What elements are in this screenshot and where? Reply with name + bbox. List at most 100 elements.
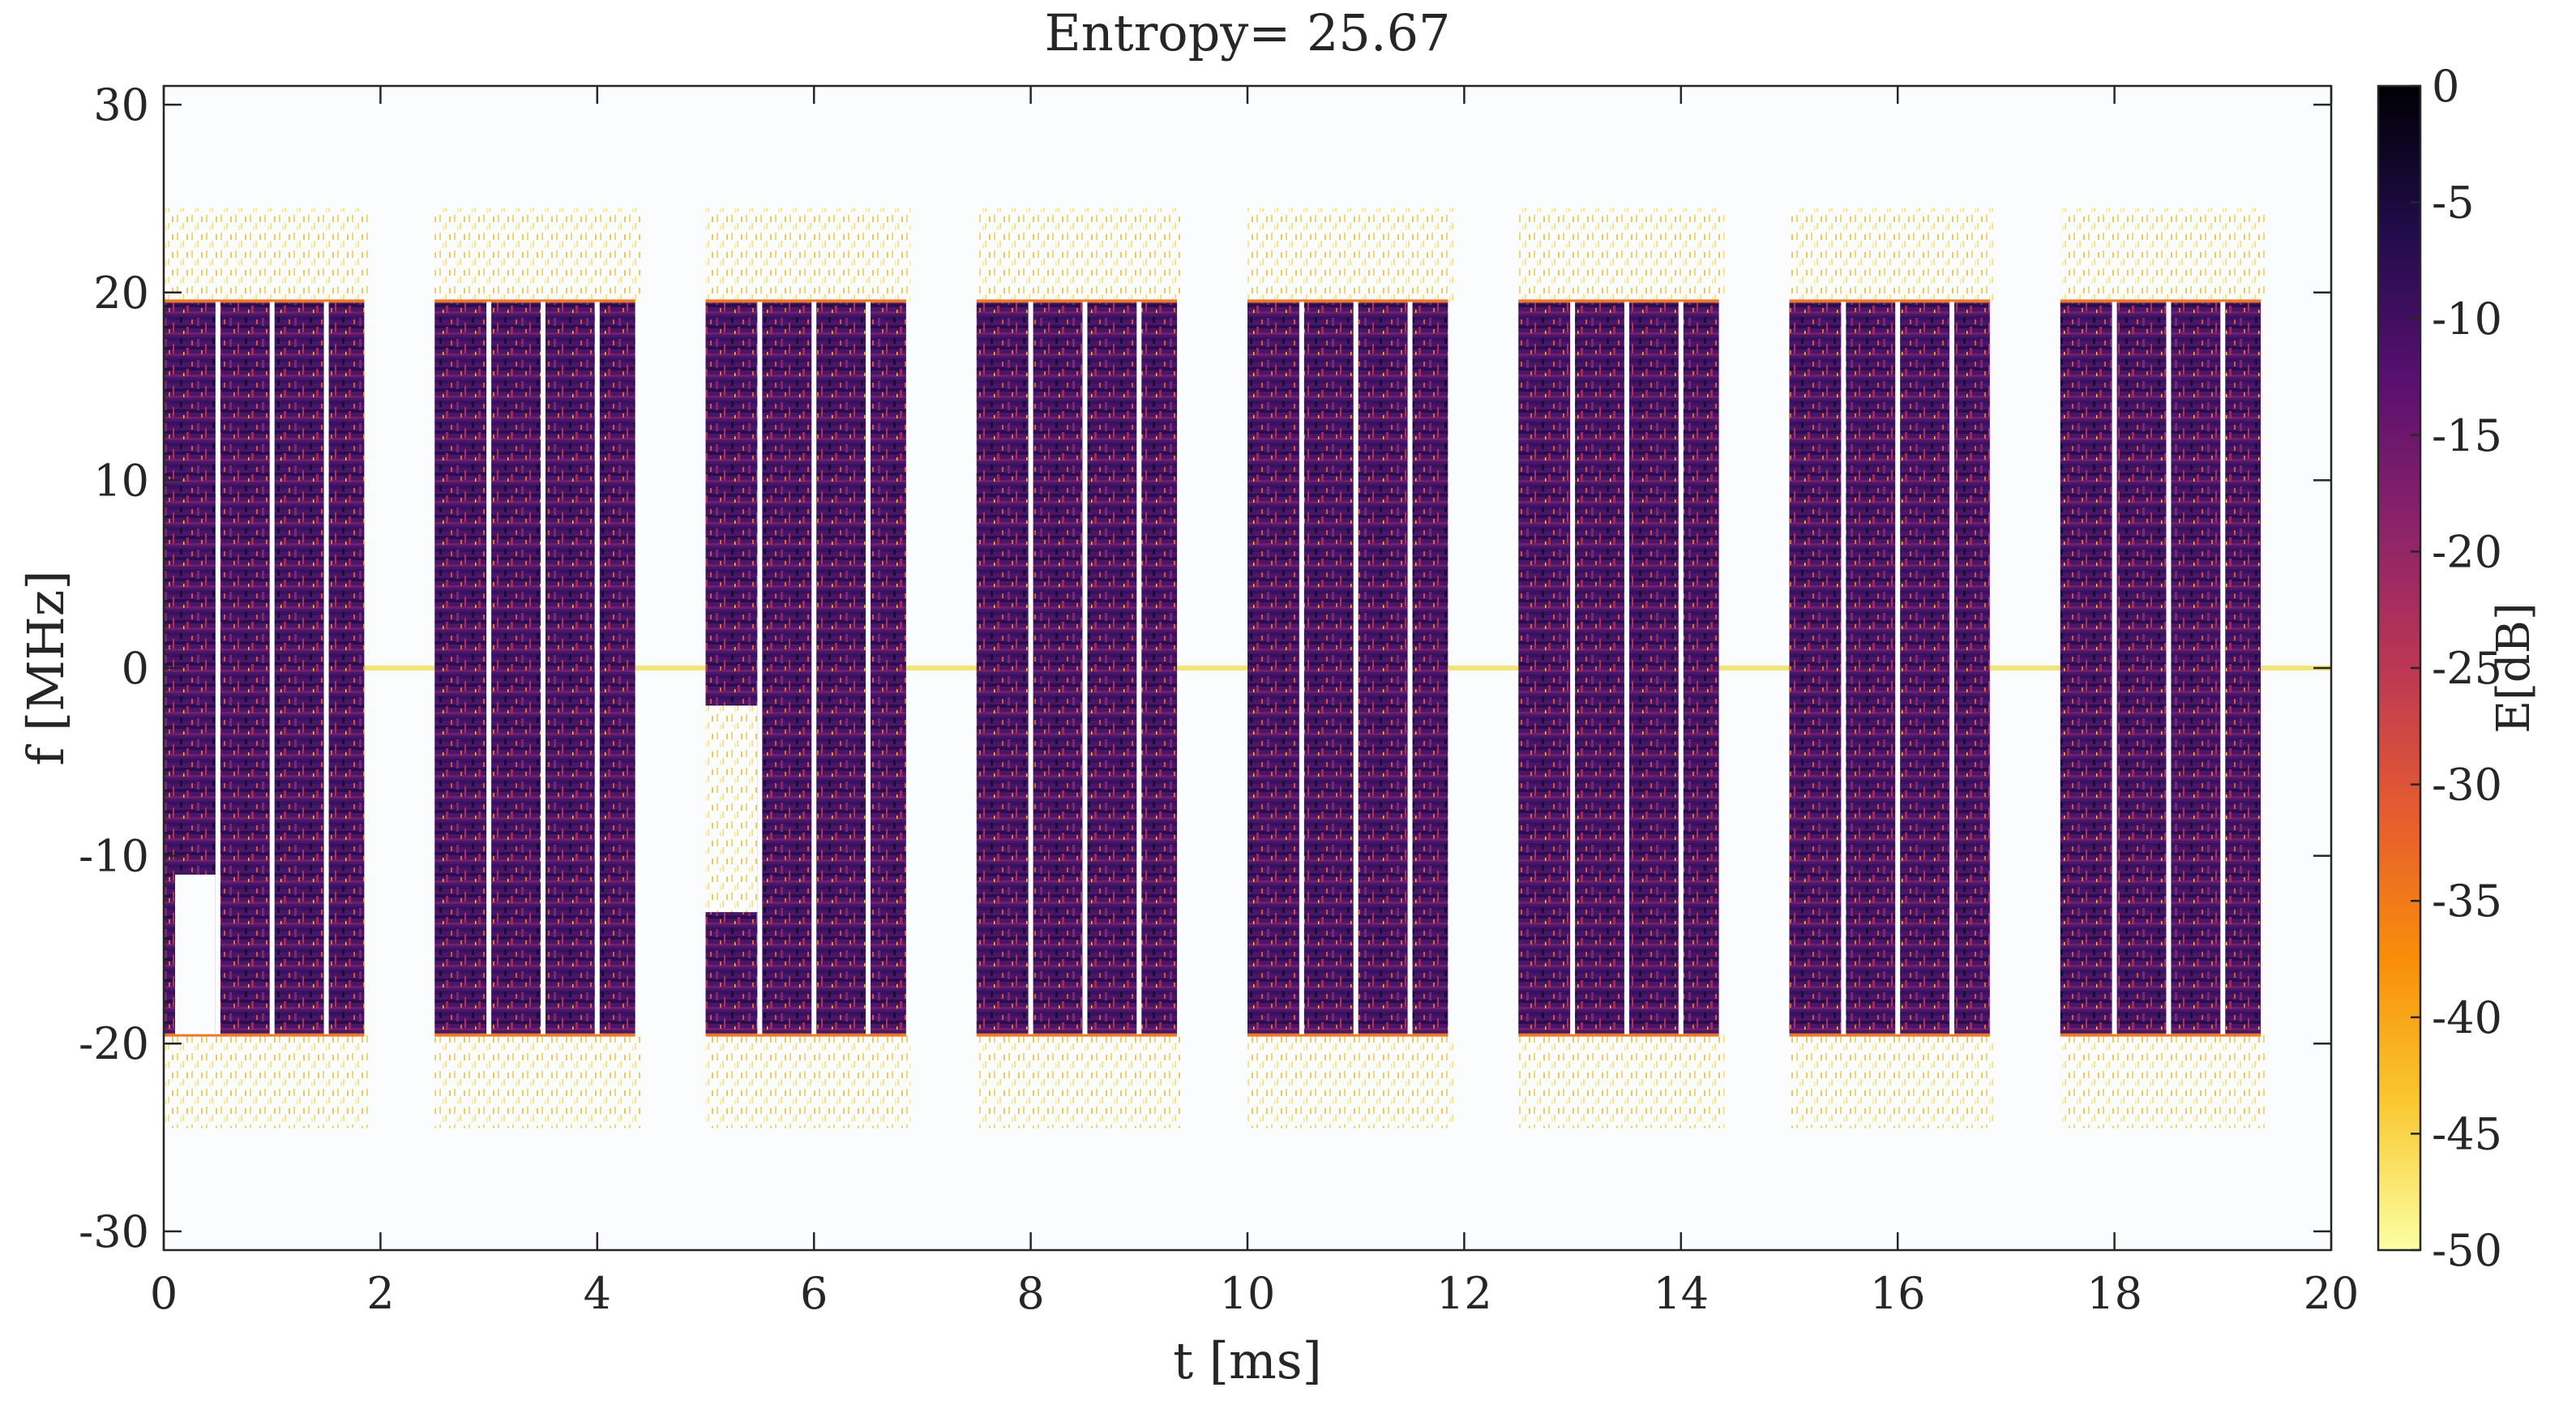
burst-gap bbox=[1136, 302, 1142, 1034]
burst-gap bbox=[323, 302, 329, 1034]
burst-edge-upper bbox=[164, 299, 365, 303]
y-tick-label: -10 bbox=[79, 831, 149, 882]
burst-sideband-upper bbox=[2060, 208, 2266, 302]
burst-gap bbox=[1407, 302, 1413, 1034]
burst-edge-upper bbox=[434, 299, 635, 303]
burst-edge-lower bbox=[2060, 1033, 2261, 1037]
x-axis: 0 2 4 6 8 10 12 14 16 18 20 bbox=[150, 86, 2359, 1319]
burst-gap bbox=[2166, 302, 2172, 1034]
burst-gap bbox=[1570, 302, 1576, 1034]
y-axis: -30 -20 -10 0 10 20 30 bbox=[79, 79, 2331, 1257]
x-tick-label: 16 bbox=[1870, 1268, 1926, 1319]
burst-8 bbox=[2060, 208, 2266, 1128]
colorbar-tick-label: -25 bbox=[2432, 643, 2502, 694]
burst-sideband-upper bbox=[164, 208, 370, 302]
burst-core bbox=[1518, 302, 1719, 1034]
burst-edge-lower bbox=[164, 1033, 365, 1037]
burst-sideband-lower bbox=[1789, 1034, 1996, 1128]
colorbar-axis: 0 -5 -10 -15 -20 -25 -30 -35 -40 -45 -50 bbox=[2411, 61, 2502, 1276]
burst-7 bbox=[1789, 208, 1996, 1128]
burst-edge-upper bbox=[1518, 299, 1719, 303]
burst-edge-upper bbox=[705, 299, 906, 303]
x-tick-label: 14 bbox=[1653, 1268, 1709, 1319]
burst-gap bbox=[757, 302, 763, 1034]
burst-sideband-lower bbox=[705, 1034, 912, 1128]
burst-gap bbox=[215, 302, 220, 1034]
burst-4 bbox=[976, 208, 1183, 1128]
burst-gap bbox=[594, 302, 600, 1034]
burst-core bbox=[705, 302, 906, 1034]
burst-gap bbox=[1949, 302, 1955, 1034]
x-tick-label: 4 bbox=[584, 1268, 611, 1319]
x-tick-label: 12 bbox=[1436, 1268, 1492, 1319]
burst-gap bbox=[1895, 302, 1901, 1034]
y-tick-label: 20 bbox=[93, 268, 149, 319]
burst-edge-lower bbox=[1247, 1033, 1448, 1037]
burst-sideband-upper bbox=[1789, 208, 1996, 302]
burst-gap bbox=[2112, 302, 2117, 1034]
burst-edge-lower bbox=[434, 1033, 635, 1037]
colorbar-tick-label: -5 bbox=[2432, 178, 2475, 229]
burst-edge-lower bbox=[705, 1033, 906, 1037]
burst-gap bbox=[1028, 302, 1033, 1034]
burst-gap bbox=[1678, 302, 1684, 1034]
burst-core bbox=[434, 302, 635, 1034]
y-tick-label: 0 bbox=[122, 643, 149, 694]
burst-gap bbox=[1624, 302, 1629, 1034]
burst-gap bbox=[1299, 302, 1304, 1034]
burst-sideband-lower bbox=[976, 1034, 1183, 1128]
burst-edge-upper bbox=[1789, 299, 1990, 303]
burst-notch bbox=[705, 705, 758, 913]
colorbar-tick-label: -30 bbox=[2432, 760, 2502, 811]
burst-1 bbox=[164, 208, 370, 1128]
x-axis-label: t [ms] bbox=[1173, 1331, 1322, 1390]
chart-title: Entropy= 25.67 bbox=[1045, 3, 1451, 62]
burst-core bbox=[1789, 302, 1990, 1034]
burst-edge-lower bbox=[1518, 1033, 1719, 1037]
burst-sideband-lower bbox=[1247, 1034, 1454, 1128]
burst-sideband-lower bbox=[1518, 1034, 1725, 1128]
burst-sideband-lower bbox=[164, 1034, 370, 1128]
burst-gap bbox=[1841, 302, 1846, 1034]
x-tick-label: 10 bbox=[1220, 1268, 1276, 1319]
burst-sideband-upper bbox=[1518, 208, 1725, 302]
burst-2 bbox=[434, 208, 641, 1128]
y-tick-label: -30 bbox=[79, 1206, 149, 1257]
burst-gap bbox=[486, 302, 492, 1034]
colorbar-tick-label: -10 bbox=[2432, 293, 2502, 345]
y-tick-label: -20 bbox=[79, 1018, 149, 1069]
colorbar-tick-label: -40 bbox=[2432, 992, 2502, 1043]
burst-gap bbox=[540, 302, 546, 1034]
colorbar-tick-label: -35 bbox=[2432, 876, 2502, 927]
colorbar-tick-label: -45 bbox=[2432, 1108, 2502, 1159]
x-tick-label: 0 bbox=[150, 1268, 178, 1319]
colorbar-tick-label: -15 bbox=[2432, 410, 2502, 461]
x-tick-label: 18 bbox=[2086, 1268, 2142, 1319]
colorbar-tick-label: 0 bbox=[2432, 61, 2459, 112]
burst-edge-upper bbox=[1247, 299, 1448, 303]
y-axis-label: f [MHz] bbox=[16, 570, 75, 765]
burst-5 bbox=[1247, 208, 1454, 1128]
x-tick-label: 6 bbox=[800, 1268, 828, 1319]
burst-6 bbox=[1518, 208, 1725, 1128]
burst-gap bbox=[1082, 302, 1088, 1034]
colorbar-tick-label: -20 bbox=[2432, 526, 2502, 577]
x-tick-label: 2 bbox=[366, 1268, 394, 1319]
burst-gap bbox=[1353, 302, 1359, 1034]
y-tick-label: 30 bbox=[93, 79, 149, 131]
burst-edge-lower bbox=[1789, 1033, 1990, 1037]
burst-sideband-lower bbox=[434, 1034, 641, 1128]
burst-sideband-upper bbox=[976, 208, 1183, 302]
burst-edge-lower bbox=[976, 1033, 1178, 1037]
colorbar-label: E[dB] bbox=[2488, 602, 2540, 734]
burst-gap bbox=[2220, 302, 2226, 1034]
colorbar-tick-label: -50 bbox=[2432, 1225, 2502, 1276]
burst-gap bbox=[269, 302, 275, 1034]
burst-core bbox=[1247, 302, 1448, 1034]
y-tick-label: 10 bbox=[93, 455, 149, 506]
burst-edge-upper bbox=[976, 299, 1178, 303]
burst-edge-upper bbox=[2060, 299, 2261, 303]
burst-sideband-upper bbox=[1247, 208, 1454, 302]
burst-core bbox=[976, 302, 1178, 1034]
